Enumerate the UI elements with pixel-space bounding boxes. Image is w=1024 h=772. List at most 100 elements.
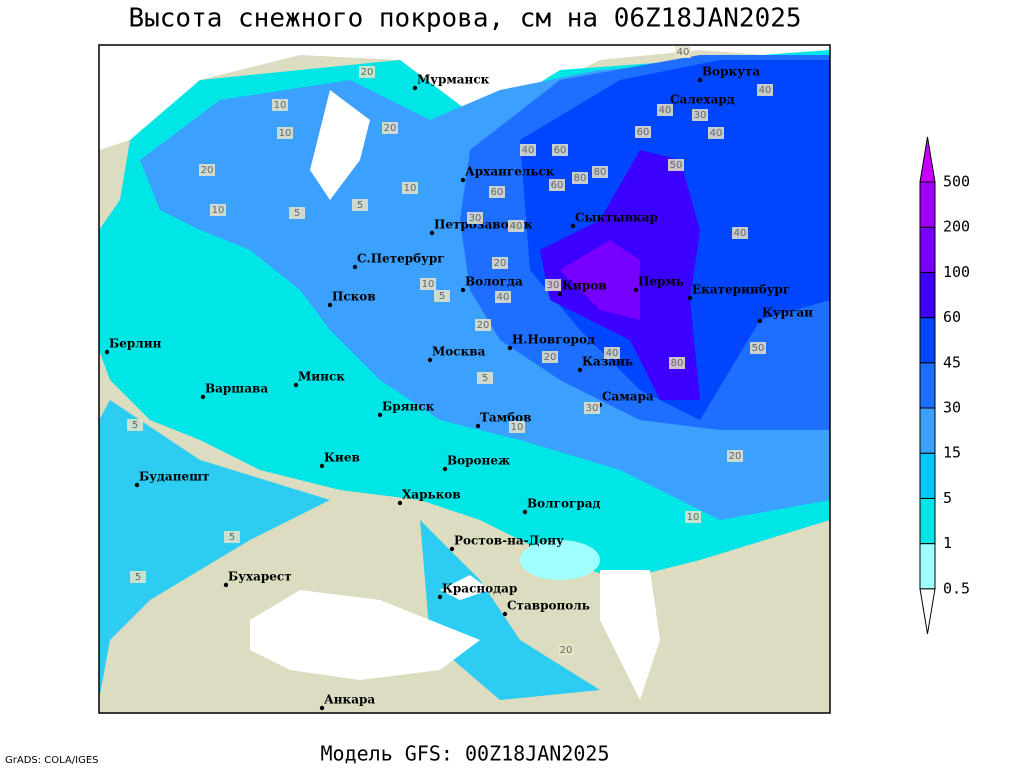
city-dot <box>687 295 693 301</box>
city-dot <box>757 318 763 324</box>
contour-label: 40 <box>659 105 672 116</box>
contour-label-box <box>584 402 600 414</box>
contour-label-box <box>520 144 536 156</box>
map-frame <box>98 44 831 714</box>
colorbar-box <box>919 543 936 590</box>
contour-label-box <box>552 144 568 156</box>
contour-label: 10 <box>687 512 700 523</box>
city-dot <box>293 382 299 388</box>
contour-label: 5 <box>482 373 488 384</box>
city-label: Краснодар <box>442 582 517 596</box>
title: Высота снежного покрова, см на 06Z18JAN2… <box>128 4 801 34</box>
contour-label: 80 <box>574 173 587 184</box>
contour-label-box <box>272 99 288 111</box>
contour-label: 40 <box>497 292 510 303</box>
city-dot <box>507 345 513 351</box>
contour-label-box <box>495 291 511 303</box>
colorbar-label: 500 <box>943 173 970 191</box>
city-label: Воркута <box>702 65 760 79</box>
colorbar-triangle <box>919 588 936 634</box>
city-dot <box>352 264 358 270</box>
map-area <box>99 45 830 713</box>
contour-label-box <box>224 531 240 543</box>
city-dot <box>377 412 383 418</box>
contour-label-box <box>508 220 524 232</box>
colorbar-box <box>919 181 936 228</box>
contour-label-box <box>352 199 368 211</box>
city-dot <box>412 85 418 91</box>
city-dot <box>200 394 206 400</box>
contour-label: 10 <box>212 205 225 216</box>
city-dot <box>697 77 703 83</box>
city-dot <box>429 230 435 236</box>
contour-label-box <box>420 278 436 290</box>
contour-label: 20 <box>361 67 374 78</box>
contour-label: 5 <box>135 572 141 583</box>
contour-label-box <box>492 257 508 269</box>
contour-label-box <box>669 357 685 369</box>
city-label: Варшава <box>205 382 268 396</box>
contour-label: 80 <box>671 358 684 369</box>
contour-label-box <box>489 186 505 198</box>
city-label: Ростов-на-Дону <box>454 534 564 548</box>
contour-label: 20 <box>477 320 490 331</box>
city-label: Самара <box>602 390 654 404</box>
city-label: Анкара <box>324 693 375 707</box>
city-dot <box>475 423 481 429</box>
colorbar-label: 15 <box>943 444 961 462</box>
colorbar-label: 200 <box>943 218 970 236</box>
city-dot <box>397 500 403 506</box>
colorbar-label: 100 <box>943 263 970 281</box>
contour-label: 30 <box>586 403 599 414</box>
contour-label: 80 <box>594 167 607 178</box>
contour-label: 5 <box>229 532 235 543</box>
city-label: Москва <box>432 345 486 359</box>
city-dot <box>437 594 443 600</box>
contour-label: 20 <box>201 165 214 176</box>
colorbar-label: 1 <box>943 534 952 552</box>
city-label: Н.Новгород <box>512 333 595 347</box>
city-label: Курган <box>762 306 813 320</box>
contour-label-box <box>509 421 525 433</box>
city-label: Казань <box>582 355 633 369</box>
contour-label: 30 <box>694 110 707 121</box>
contour-label: 20 <box>384 123 397 134</box>
contour-label-box <box>382 122 398 134</box>
contour-label: 10 <box>279 128 292 139</box>
contour-label: 5 <box>294 208 300 219</box>
contour-label: 50 <box>752 343 765 354</box>
city-dot <box>223 582 229 588</box>
city-dot <box>577 367 583 373</box>
colorbar-box <box>919 317 936 364</box>
contour-label: 10 <box>404 183 417 194</box>
contour-label-box <box>542 351 558 363</box>
contour-label: 30 <box>547 280 560 291</box>
contour-label: 10 <box>511 422 524 433</box>
city-label: Воронеж <box>447 454 510 468</box>
contour-label-box <box>592 166 608 178</box>
city-dot <box>557 291 563 297</box>
contour-label: 40 <box>759 85 772 96</box>
city-label: С.Петербург <box>357 252 445 266</box>
contour-label-box <box>475 319 491 331</box>
credit: GrADS: COLA/IGES <box>5 755 99 766</box>
city-label: Вологда <box>465 275 523 289</box>
contour-label: 30 <box>469 213 482 224</box>
city-dot <box>104 349 110 355</box>
city-label: Пермь <box>638 275 684 289</box>
city-label: Бухарест <box>228 570 292 584</box>
contour-label: 10 <box>422 279 435 290</box>
contour-label: 20 <box>729 451 742 462</box>
city-dot <box>633 287 639 293</box>
contour-label-box <box>210 204 226 216</box>
colorbar-box <box>919 497 936 545</box>
contour-label: 60 <box>554 145 567 156</box>
contour-label: 60 <box>491 187 504 198</box>
city-dot <box>134 482 140 488</box>
contour-label: 40 <box>734 228 747 239</box>
contour-label-box <box>657 104 673 116</box>
contour-label-box <box>558 644 574 656</box>
city-label: Берлин <box>109 337 162 351</box>
colorbar-label: 0.5 <box>943 579 970 597</box>
